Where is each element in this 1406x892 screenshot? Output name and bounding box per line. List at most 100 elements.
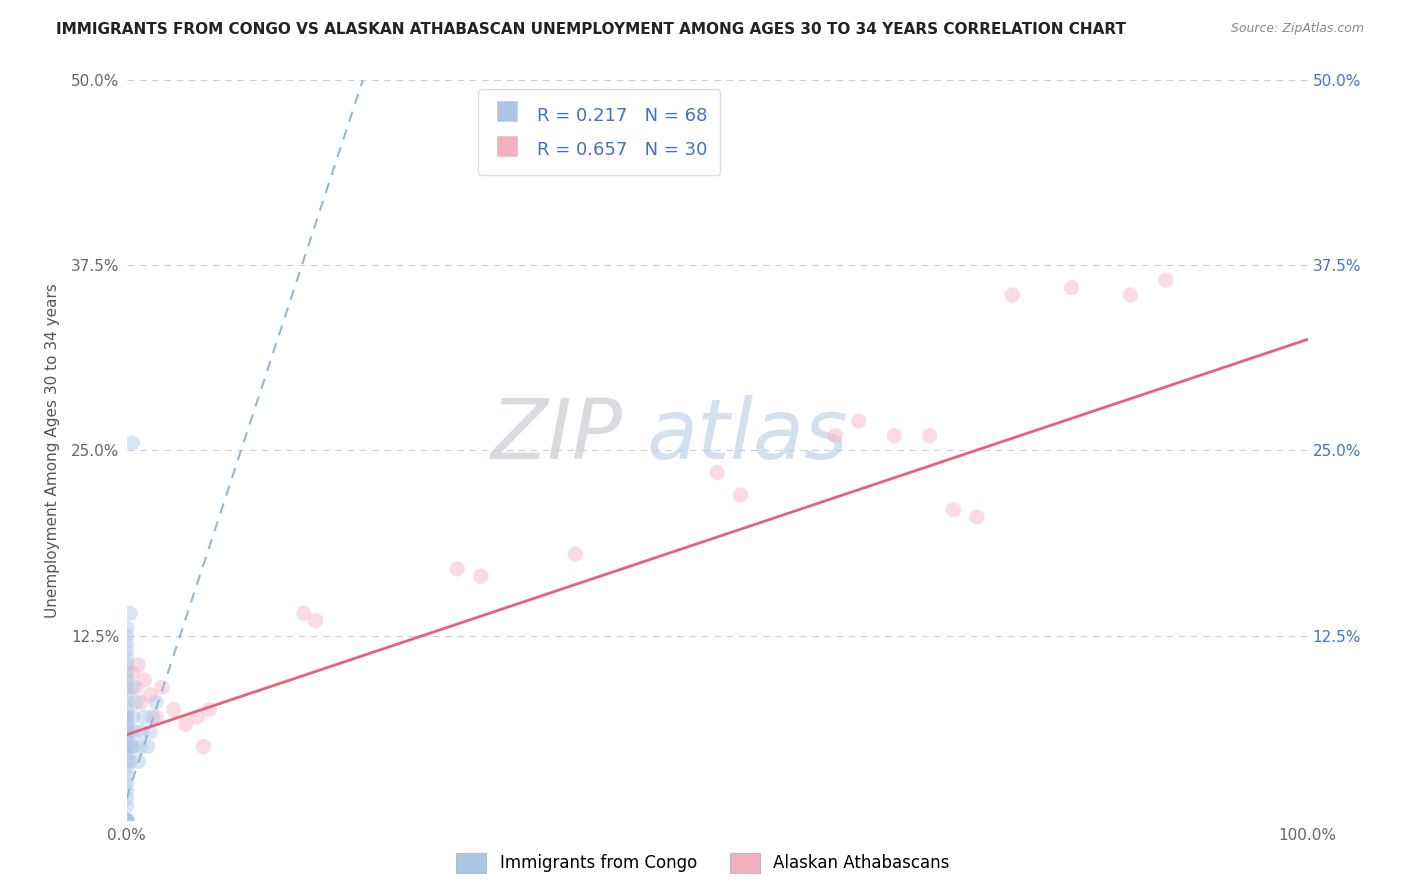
Point: [115, 814, 138, 828]
Legend: Immigrants from Congo, Alaskan Athabascans: Immigrants from Congo, Alaskan Athabasca…: [450, 847, 956, 880]
Point: [139, 688, 162, 702]
Point: [115, 703, 138, 717]
Text: atlas: atlas: [647, 395, 848, 476]
Point: [115, 747, 138, 761]
Point: [304, 614, 326, 628]
Point: [1119, 288, 1142, 302]
Point: [115, 695, 138, 709]
Point: [706, 466, 728, 480]
Point: [115, 650, 138, 665]
Y-axis label: Unemployment Among Ages 30 to 34 years: Unemployment Among Ages 30 to 34 years: [45, 283, 60, 618]
Point: [115, 814, 138, 828]
Point: [446, 562, 468, 576]
Point: [115, 717, 138, 731]
Point: [120, 724, 142, 739]
Point: [122, 739, 145, 754]
Point: [163, 703, 186, 717]
Point: [115, 732, 138, 747]
Point: [129, 739, 152, 754]
Point: [848, 414, 870, 428]
Point: [145, 695, 167, 709]
Point: [115, 724, 138, 739]
Point: [966, 510, 988, 524]
Point: [121, 665, 143, 680]
Point: [141, 710, 163, 724]
Point: [115, 814, 138, 828]
Point: [115, 814, 138, 828]
Point: [730, 488, 752, 502]
Point: [120, 607, 142, 621]
Point: [115, 814, 138, 828]
Point: [125, 681, 148, 695]
Point: [115, 814, 138, 828]
Point: [918, 428, 941, 442]
Point: [131, 724, 153, 739]
Point: [115, 814, 138, 828]
Point: [127, 755, 149, 769]
Point: [129, 695, 152, 709]
Point: [139, 724, 162, 739]
Point: [115, 798, 138, 813]
Point: [115, 739, 138, 754]
Point: [115, 681, 138, 695]
Point: [198, 703, 221, 717]
Point: [115, 814, 138, 828]
Point: [942, 502, 965, 516]
Point: [883, 428, 905, 442]
Point: [470, 569, 492, 583]
Point: [1001, 288, 1024, 302]
Point: [824, 428, 846, 442]
Point: [134, 710, 156, 724]
Point: [121, 681, 143, 695]
Text: IMMIGRANTS FROM CONGO VS ALASKAN ATHABASCAN UNEMPLOYMENT AMONG AGES 30 TO 34 YEA: IMMIGRANTS FROM CONGO VS ALASKAN ATHABAS…: [56, 22, 1126, 37]
Point: [115, 688, 138, 702]
Point: [193, 739, 215, 754]
Point: [115, 814, 138, 828]
Point: [115, 628, 138, 642]
Point: [115, 710, 138, 724]
Point: [174, 717, 197, 731]
Point: [115, 814, 138, 828]
Point: [115, 814, 138, 828]
Point: [115, 643, 138, 657]
Point: [115, 814, 138, 828]
Point: [115, 814, 138, 828]
Point: [115, 784, 138, 798]
Point: [115, 717, 138, 731]
Point: [115, 658, 138, 673]
Point: [115, 814, 138, 828]
Point: [564, 547, 586, 561]
Point: [115, 776, 138, 791]
Point: [115, 621, 138, 635]
Point: [115, 814, 138, 828]
Point: [115, 814, 138, 828]
Text: ZIP: ZIP: [491, 395, 623, 476]
Point: [115, 673, 138, 687]
Point: [124, 724, 146, 739]
Point: [120, 739, 142, 754]
Point: [115, 710, 138, 724]
Point: [115, 739, 138, 754]
Point: [115, 724, 138, 739]
Point: [121, 436, 143, 450]
Point: [115, 769, 138, 783]
Text: Source: ZipAtlas.com: Source: ZipAtlas.com: [1230, 22, 1364, 36]
Point: [145, 710, 167, 724]
Point: [115, 636, 138, 650]
Point: [121, 710, 143, 724]
Point: [186, 710, 208, 724]
Point: [1154, 273, 1177, 287]
Point: [120, 755, 142, 769]
Legend: R = 0.217   N = 68, R = 0.657   N = 30: R = 0.217 N = 68, R = 0.657 N = 30: [478, 89, 720, 175]
Point: [1060, 280, 1083, 294]
Point: [127, 658, 149, 673]
Point: [292, 607, 315, 621]
Point: [115, 762, 138, 776]
Point: [150, 681, 173, 695]
Point: [125, 695, 148, 709]
Point: [136, 739, 159, 754]
Point: [115, 814, 138, 828]
Point: [115, 791, 138, 805]
Point: [115, 814, 138, 828]
Point: [115, 732, 138, 747]
